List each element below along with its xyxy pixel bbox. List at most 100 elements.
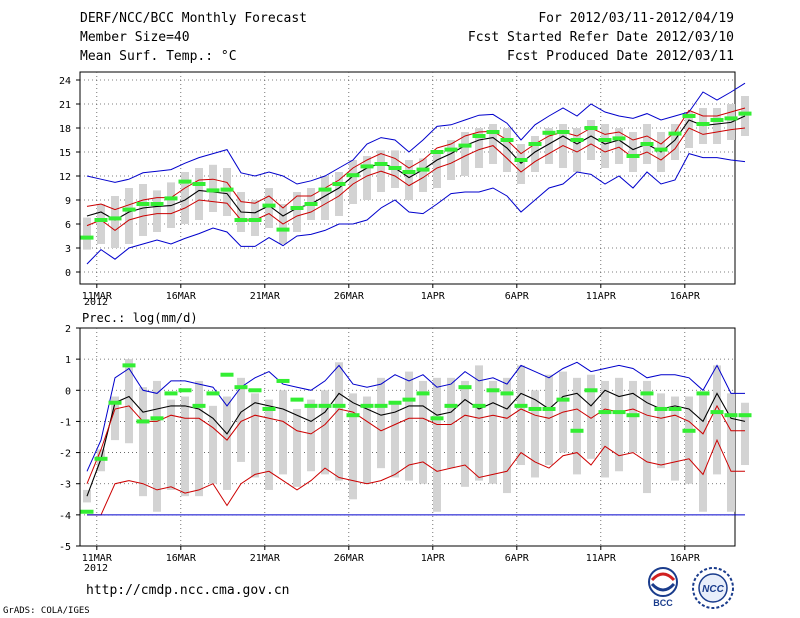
temperature-marker [248, 218, 262, 222]
precipitation-ytick-label: -2 [59, 449, 71, 460]
temperature-marker [584, 126, 598, 130]
precipitation-marker [206, 391, 220, 396]
precipitation-marker [318, 403, 332, 408]
precipitation-marker [696, 391, 710, 396]
variable-label: Mean Surf. Temp.: °C [80, 49, 237, 64]
temperature-spread-box [713, 108, 721, 144]
temperature-spread-box [195, 168, 203, 220]
temperature-spread-box [433, 150, 441, 188]
temperature-ytick-label: 9 [65, 196, 71, 207]
precipitation-marker [94, 456, 108, 461]
precipitation-marker [178, 388, 192, 393]
temperature-xtick-label: 26MAR [334, 291, 365, 302]
temperature-marker [360, 164, 374, 169]
precipitation-spread-box [433, 377, 441, 512]
precipitation-spread-box [363, 396, 371, 484]
temperature-marker [724, 116, 738, 121]
temperature-marker [472, 134, 486, 138]
precipitation-max-line [86, 361, 745, 472]
temperature-marker [388, 166, 402, 170]
precipitation-marker [402, 397, 416, 402]
precipitation-spread-box [741, 402, 749, 466]
temperature-marker [346, 173, 360, 178]
temperature-xtick-label: 11APR [586, 291, 617, 302]
precipitation-spread-box [685, 396, 693, 484]
precipitation-marker [220, 372, 234, 377]
precipitation-spread-box [671, 396, 679, 481]
temperature-marker [416, 167, 430, 172]
precipitation-marker [598, 410, 612, 415]
temperature-spread-box [293, 192, 301, 232]
temperature-marker [108, 216, 122, 221]
ncc-logo-icon: NCC [692, 567, 734, 609]
source-url[interactable]: http://cmdp.ncc.cma.gov.cn [86, 583, 290, 598]
precipitation-spread-box [321, 390, 329, 475]
precipitation-marker [192, 403, 206, 408]
temperature-spread-box [601, 124, 609, 168]
precipitation-spread-box [573, 377, 581, 475]
precipitation-marker [654, 406, 668, 411]
precipitation-marker [640, 391, 654, 396]
precipitation-spread-box [237, 377, 245, 462]
temperature-marker [430, 150, 444, 154]
precipitation-marker [122, 363, 136, 368]
temperature-marker [164, 196, 178, 201]
precipitation-marker [346, 413, 360, 418]
precipitation-spread-box [643, 380, 651, 494]
precipitation-title: Prec.: log(mm/d) [82, 311, 198, 325]
precipitation-marker [626, 413, 640, 418]
temperature-spread-box [349, 160, 357, 204]
temperature-marker [682, 114, 696, 118]
precipitation-spread-box [153, 380, 161, 512]
temperature-ytick-label: 3 [65, 244, 71, 255]
temperature-spread-box [629, 132, 637, 172]
precipitation-marker [542, 406, 556, 411]
temperature-spread-box [321, 176, 329, 220]
temperature-xtick-label: 11MAR [82, 291, 113, 302]
temperature-spread-box [405, 160, 413, 200]
precipitation-marker [486, 388, 500, 393]
precipitation-spread-box [657, 393, 665, 469]
precipitation-marker [570, 428, 584, 433]
temperature-marker [570, 138, 584, 142]
precipitation-spread-box [531, 390, 539, 478]
temperature-marker [374, 162, 388, 166]
precipitation-xtick-label: 1APR [421, 553, 446, 564]
temperature-marker [486, 130, 500, 134]
precipitation-ytick-label: -3 [59, 480, 71, 491]
temperature-spread-box [97, 204, 105, 244]
temperature-spread-box [671, 124, 679, 160]
precipitation-spread-box [503, 377, 511, 494]
temperature-spread-box [447, 140, 455, 180]
temperature-spread-box [545, 128, 553, 164]
temperature-marker [304, 202, 318, 206]
temperature-xtick-label: 1APR [421, 291, 446, 302]
temperature-marker [738, 111, 752, 116]
temperature-marker [696, 122, 710, 126]
temperature-spread-box [181, 172, 189, 224]
temperature-spread-box [83, 217, 91, 250]
precipitation-spread-box [139, 387, 147, 497]
temperature-ytick-label: 0 [65, 268, 71, 279]
temperature-marker [528, 142, 542, 146]
temperature-marker [542, 130, 556, 135]
temperature-spread-box [461, 132, 469, 176]
temperature-marker [458, 143, 472, 148]
precipitation-spread-box [517, 365, 525, 466]
fcst-produced-label: Fcst Produced Date 2012/03/11 [507, 49, 734, 64]
precipitation-marker [472, 403, 486, 408]
temperature-spread-box [685, 112, 693, 148]
temperature-spread-box [335, 172, 343, 216]
temperature-marker [178, 179, 192, 184]
precipitation-marker [710, 410, 724, 415]
temperature-spread-box [223, 168, 231, 216]
forecast-period-label: For 2012/03/11-2012/04/19 [538, 11, 734, 26]
precipitation-marker [668, 406, 682, 411]
temperature-year-label: 2012 [84, 297, 108, 308]
temperature-marker [262, 203, 276, 208]
precipitation-spread-box [447, 377, 455, 469]
precipitation-spread-box [475, 365, 483, 481]
precipitation-xtick-label: 26MAR [334, 553, 365, 564]
precipitation-year-label: 2012 [84, 563, 108, 574]
temperature-marker [80, 235, 94, 240]
